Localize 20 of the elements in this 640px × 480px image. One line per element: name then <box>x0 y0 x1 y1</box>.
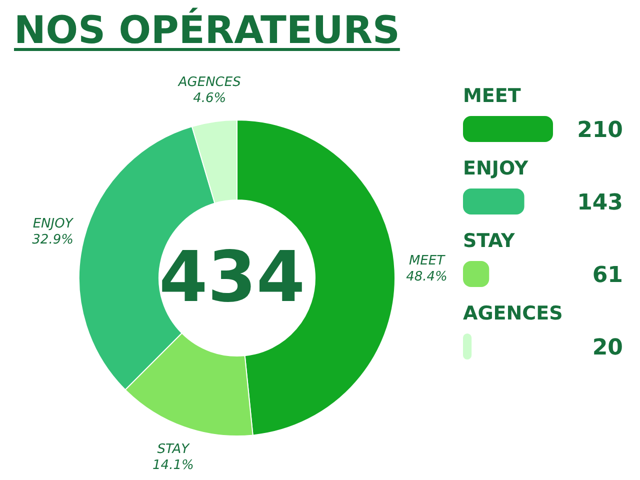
bar <box>463 188 524 214</box>
data-label: 61 <box>592 263 623 288</box>
y-tick-label: ENJOY <box>463 158 528 180</box>
data-label: 4.6% <box>193 90 226 106</box>
slice-label: MEET <box>408 253 446 268</box>
data-label: 20 <box>592 336 623 360</box>
y-tick-label: AGENCES <box>463 302 563 324</box>
data-label: 210 <box>577 118 623 143</box>
data-label: 48.4% <box>406 269 448 284</box>
y-tick-label: MEET <box>463 85 521 107</box>
chart-title: NOS OPÉRATEURS <box>14 8 400 52</box>
slice-label: ENJOY <box>32 216 74 232</box>
y-tick-label: STAY <box>463 230 516 252</box>
data-label: 32.9% <box>32 232 74 248</box>
text: 434 <box>158 236 306 318</box>
slice-label: STAY <box>157 442 190 457</box>
data-label: 143 <box>577 190 623 216</box>
slice-label: AGENCES <box>177 74 241 90</box>
data-label: 14.1% <box>152 458 194 473</box>
bar <box>463 116 553 142</box>
